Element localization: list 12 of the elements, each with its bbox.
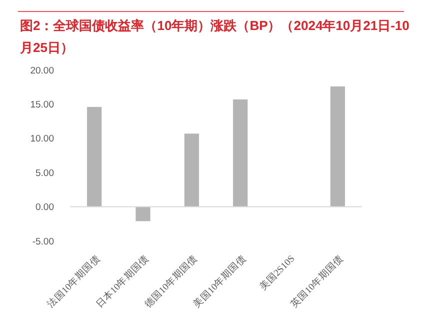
bar xyxy=(87,106,102,207)
bar xyxy=(184,134,199,207)
chart-title: 图2：全球国债收益率（10年期）涨跌（BP）（2024年10月21日-10月25日） xyxy=(19,18,410,55)
y-tick-label: 15.00 xyxy=(30,100,54,111)
bar xyxy=(233,99,248,207)
y-tick-label: 0.00 xyxy=(36,202,54,214)
bar xyxy=(136,206,150,222)
y-tick-label: 20.00 xyxy=(30,65,54,76)
y-tick-label: 10.00 xyxy=(30,134,54,145)
y-tick-label: -5.00 xyxy=(32,236,54,248)
bar xyxy=(330,86,345,207)
y-tick-label: 5.00 xyxy=(36,168,54,179)
